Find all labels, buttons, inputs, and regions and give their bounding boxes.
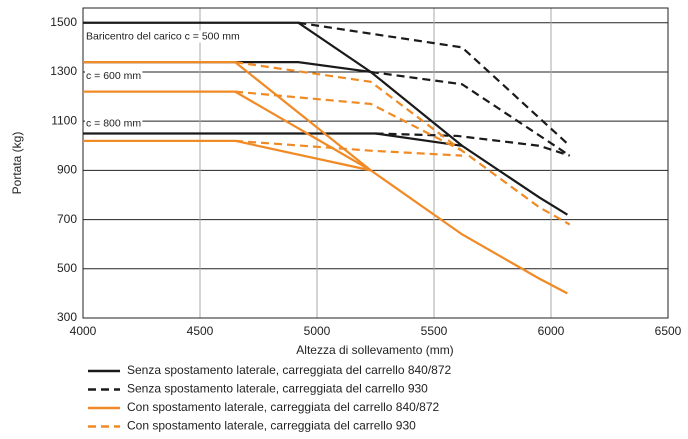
y-tick-label: 500 bbox=[57, 261, 77, 275]
y-tick-label: 300 bbox=[57, 310, 77, 324]
annotation: c = 600 mm bbox=[86, 70, 141, 82]
y-axis-label: Portata (kg) bbox=[10, 132, 24, 195]
x-tick-label: 6500 bbox=[655, 324, 682, 338]
series-line bbox=[83, 61, 568, 295]
annotation-bg bbox=[85, 69, 143, 82]
plot-frame bbox=[82, 7, 669, 319]
x-tick-label: 4500 bbox=[187, 324, 214, 338]
series-line bbox=[83, 21, 568, 216]
series-line bbox=[375, 132, 571, 157]
series-line bbox=[235, 90, 463, 152]
series-line bbox=[298, 21, 571, 147]
legend-label: Senza spostamento laterale, carreggiata … bbox=[127, 382, 428, 396]
x-tick-label: 4000 bbox=[70, 324, 97, 338]
x-tick-label: 5000 bbox=[304, 324, 331, 338]
x-tick-label: 6000 bbox=[538, 324, 565, 338]
y-tick-label: 1300 bbox=[50, 64, 77, 78]
legend-label: Senza spostamento laterale, carreggiata … bbox=[127, 363, 452, 377]
legend-label: Con spostamento laterale, carreggiata de… bbox=[127, 400, 440, 414]
annotation-bg bbox=[85, 117, 143, 130]
x-axis-label: Altezza di sollevamento (mm) bbox=[296, 343, 453, 357]
series-line bbox=[83, 90, 372, 172]
x-tick-label: 5500 bbox=[421, 324, 448, 338]
annotation: c = 800 mm bbox=[86, 117, 141, 129]
y-tick-label: 700 bbox=[57, 212, 77, 226]
annotation-bg bbox=[85, 30, 242, 43]
series-line bbox=[235, 139, 463, 157]
legend-label: Con spostamento laterale, carreggiata de… bbox=[127, 419, 416, 433]
annotation: Baricentro del carico c = 500 mm bbox=[86, 31, 240, 43]
y-tick-label: 900 bbox=[57, 163, 77, 177]
y-tick-label: 1100 bbox=[51, 113, 77, 127]
y-tick-label: 1500 bbox=[50, 15, 77, 29]
series-line bbox=[370, 70, 571, 157]
